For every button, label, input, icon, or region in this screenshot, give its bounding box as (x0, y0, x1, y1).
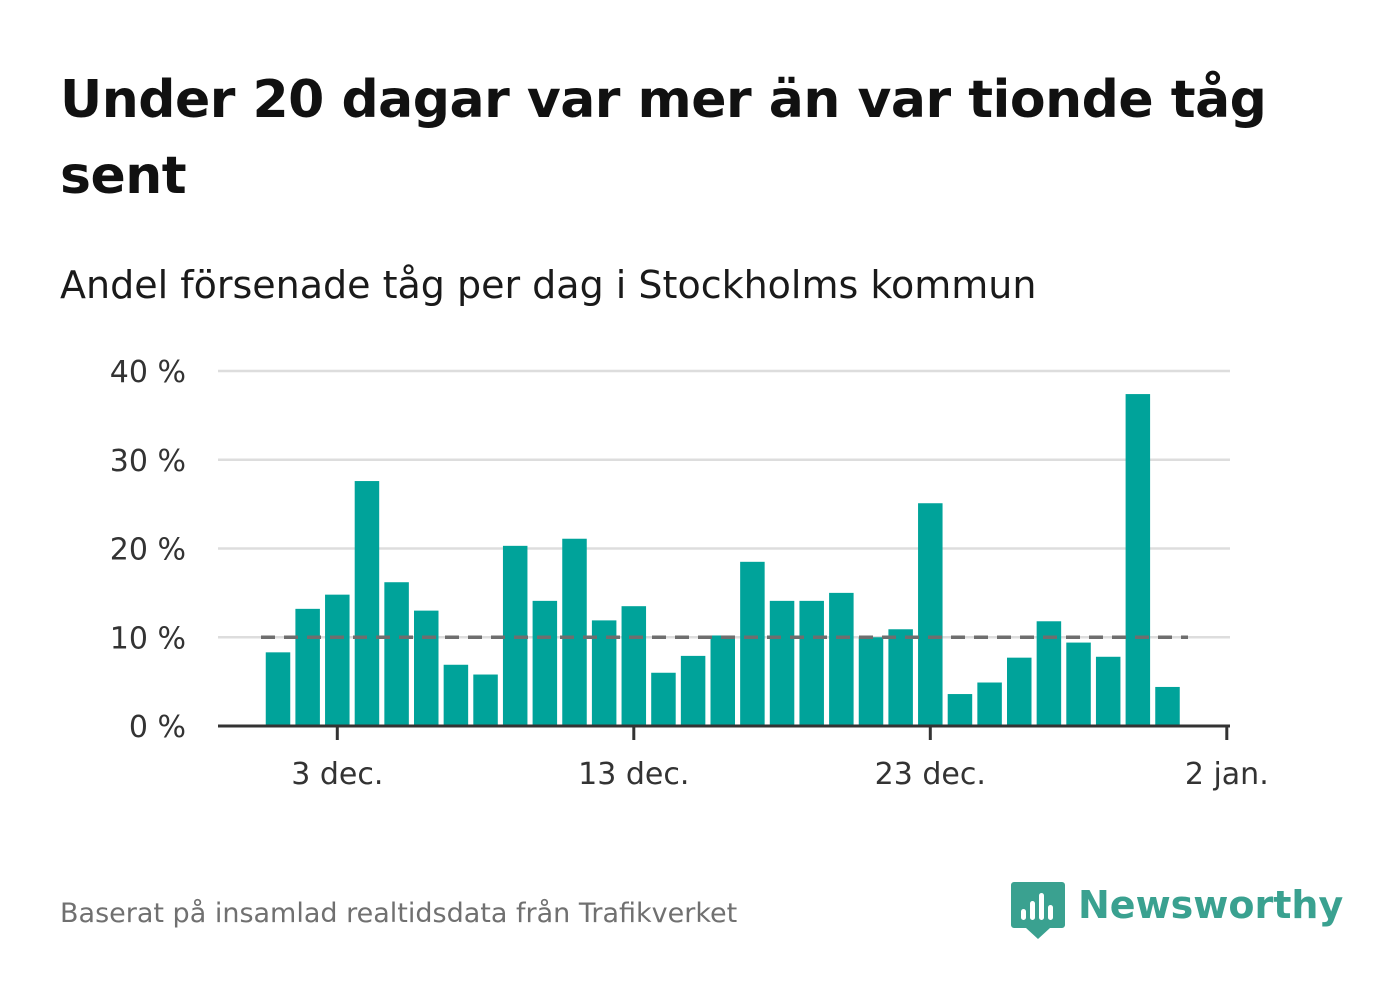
x-tick-label: 2 jan. (1185, 757, 1269, 792)
chart-subtitle: Andel försenade tåg per dag i Stockholms… (60, 263, 1037, 307)
bar (532, 600, 558, 726)
x-tick-label: 3 dec. (291, 757, 383, 792)
bar (858, 637, 884, 726)
bar (1155, 686, 1180, 726)
bar (1095, 656, 1121, 726)
bar (473, 674, 498, 726)
brand-name: Newsworthy (1078, 883, 1344, 927)
y-tick-label: 0 % (129, 710, 186, 745)
chart-title: Under 20 dagar var mer än var tionde tåg… (60, 70, 1267, 206)
y-tick-label: 40 % (110, 355, 186, 390)
bar-chart: 0 % 10 % 20 % 30 % 40 % 3 dec. 13 dec. 23 dec. 2… (110, 355, 1269, 792)
bar (1066, 642, 1091, 726)
bar (829, 592, 854, 726)
bar (769, 600, 795, 726)
bar (740, 561, 765, 726)
x-tick-label: 23 dec. (875, 757, 986, 792)
bar (414, 610, 439, 726)
bar (354, 481, 380, 726)
bar (710, 635, 735, 726)
bar (651, 672, 676, 726)
bar (443, 664, 469, 726)
bar (947, 694, 973, 726)
bar (888, 629, 913, 726)
bar (977, 682, 1002, 726)
x-tick-label: 13 dec. (578, 757, 689, 792)
bar (295, 608, 320, 726)
newsworthy-chart-bubble-icon (1011, 882, 1065, 939)
axis-labels: 0 % 10 % 20 % 30 % 40 % 3 dec. 13 dec. 23 dec. 2… (110, 355, 1269, 792)
x-axis (218, 724, 1230, 740)
bar (1007, 657, 1032, 726)
y-tick-label: 20 % (110, 533, 186, 568)
bar (1125, 394, 1151, 726)
bar (799, 600, 824, 726)
bar (265, 652, 291, 726)
bar (325, 594, 350, 726)
y-tick-label: 30 % (110, 444, 186, 479)
bar (680, 655, 706, 726)
bar (621, 606, 647, 726)
bar (562, 538, 587, 726)
bar (918, 503, 943, 726)
source-note: Baserat på insamlad realtidsdata från Tr… (60, 898, 738, 929)
y-tick-label: 10 % (110, 621, 186, 656)
bars (265, 394, 1180, 726)
bar (384, 582, 409, 726)
brand-logo: Newsworthy (1010, 878, 1343, 942)
